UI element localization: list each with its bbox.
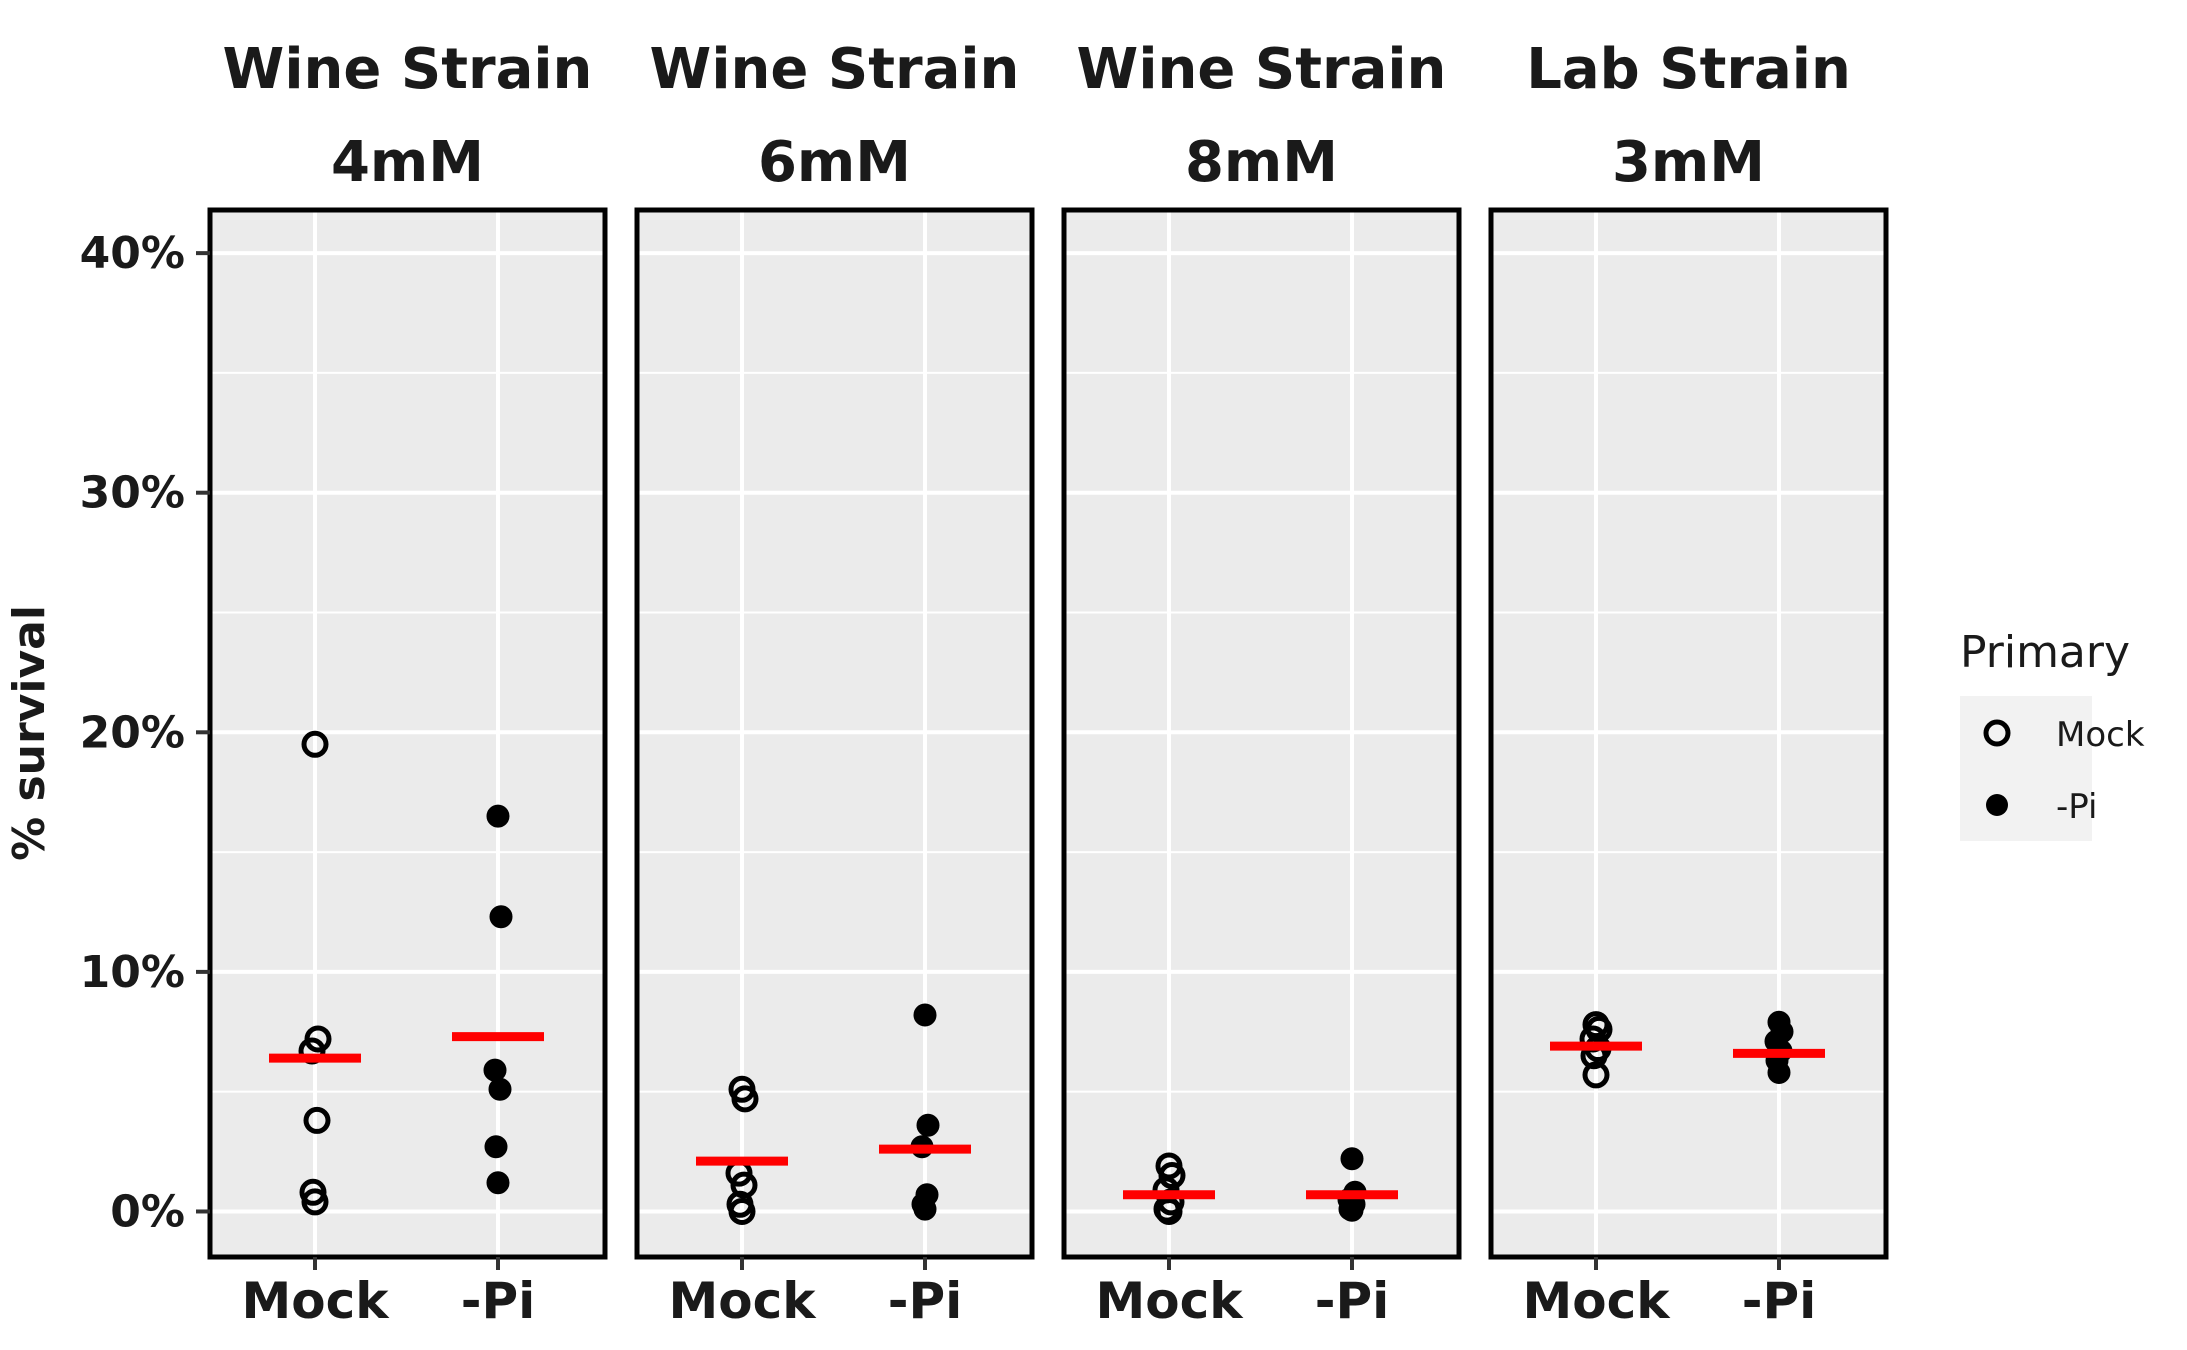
data-point-pi bbox=[913, 1003, 937, 1027]
legend-label-mock: Mock bbox=[2056, 715, 2145, 755]
data-point-mock bbox=[1582, 1061, 1610, 1089]
panel-strip-title: Wine Strain bbox=[650, 37, 1020, 102]
facet-panels: Wine Strain 4mM Mock -Pi Wine Strain 6mM Mock -… bbox=[207, 37, 1889, 1330]
data-point-pi bbox=[1340, 1147, 1364, 1171]
x-tick-label: Mock bbox=[1523, 1272, 1672, 1330]
data-point-pi bbox=[483, 1058, 507, 1082]
x-tick-label: -Pi bbox=[1315, 1272, 1390, 1330]
legend-key-background bbox=[1960, 696, 2092, 841]
data-point-pi bbox=[489, 905, 513, 929]
data-point-pi bbox=[1767, 1061, 1791, 1085]
data-point-mock bbox=[1158, 1162, 1186, 1190]
y-tick-label: 40% bbox=[80, 228, 185, 279]
panel-strip-subtitle: 3mM bbox=[1612, 130, 1765, 195]
data-point-mock bbox=[728, 1197, 756, 1225]
facet-panel-4: Lab Strain 3mM Mock -Pi bbox=[1488, 37, 1889, 1330]
legend: Primary Mock -Pi bbox=[1960, 627, 2145, 841]
y-tick-label: 10% bbox=[80, 947, 185, 998]
x-tick-label: Mock bbox=[242, 1272, 391, 1330]
panel-border bbox=[634, 207, 1035, 1260]
panel-strip-title: Wine Strain bbox=[223, 37, 593, 102]
x-tick-label: Mock bbox=[1096, 1272, 1245, 1330]
legend-pi-filled-circle-icon bbox=[1986, 794, 2008, 816]
facet-panel-1: Wine Strain 4mM Mock -Pi bbox=[207, 37, 608, 1330]
y-tick-label: 0% bbox=[110, 1186, 185, 1237]
y-tick-label: 30% bbox=[80, 468, 185, 519]
facet-panel-2: Wine Strain 6mM Mock -Pi bbox=[634, 37, 1035, 1330]
data-point-mock bbox=[301, 730, 329, 758]
data-point-pi bbox=[486, 804, 510, 828]
panel-strip-subtitle: 6mM bbox=[758, 130, 911, 195]
data-point-mock bbox=[301, 1188, 329, 1216]
panel-strip-subtitle: 8mM bbox=[1185, 130, 1338, 195]
y-axis-title: % survival bbox=[4, 605, 55, 861]
legend-title: Primary bbox=[1960, 627, 2130, 678]
data-point-mock bbox=[1155, 1197, 1183, 1225]
facet-panel-3: Wine Strain 8mM Mock -Pi bbox=[1061, 37, 1462, 1330]
x-tick-label: -Pi bbox=[1742, 1272, 1817, 1330]
panel-border bbox=[1061, 207, 1462, 1260]
data-point-pi bbox=[916, 1113, 940, 1137]
panel-border bbox=[1488, 207, 1889, 1260]
data-point-pi bbox=[488, 1077, 512, 1101]
data-point-pi bbox=[484, 1135, 508, 1159]
y-tick-label: 20% bbox=[80, 707, 185, 758]
data-point-mock bbox=[731, 1085, 759, 1113]
x-tick-label: -Pi bbox=[461, 1272, 536, 1330]
legend-mock-open-circle-icon bbox=[1983, 719, 2011, 747]
x-tick-label: Mock bbox=[669, 1272, 818, 1330]
data-point-pi bbox=[913, 1197, 937, 1221]
data-point-pi bbox=[1340, 1198, 1364, 1222]
panel-strip-title: Wine Strain bbox=[1077, 37, 1447, 102]
x-tick-label: -Pi bbox=[888, 1272, 963, 1330]
legend-label-pi: -Pi bbox=[2056, 787, 2097, 827]
data-point-mock bbox=[303, 1106, 331, 1134]
panel-strip-subtitle: 4mM bbox=[331, 130, 484, 195]
panel-strip-title: Lab Strain bbox=[1526, 37, 1851, 102]
data-point-pi bbox=[486, 1171, 510, 1195]
y-axis: 0% 10% 20% 30% 40% bbox=[80, 228, 210, 1237]
